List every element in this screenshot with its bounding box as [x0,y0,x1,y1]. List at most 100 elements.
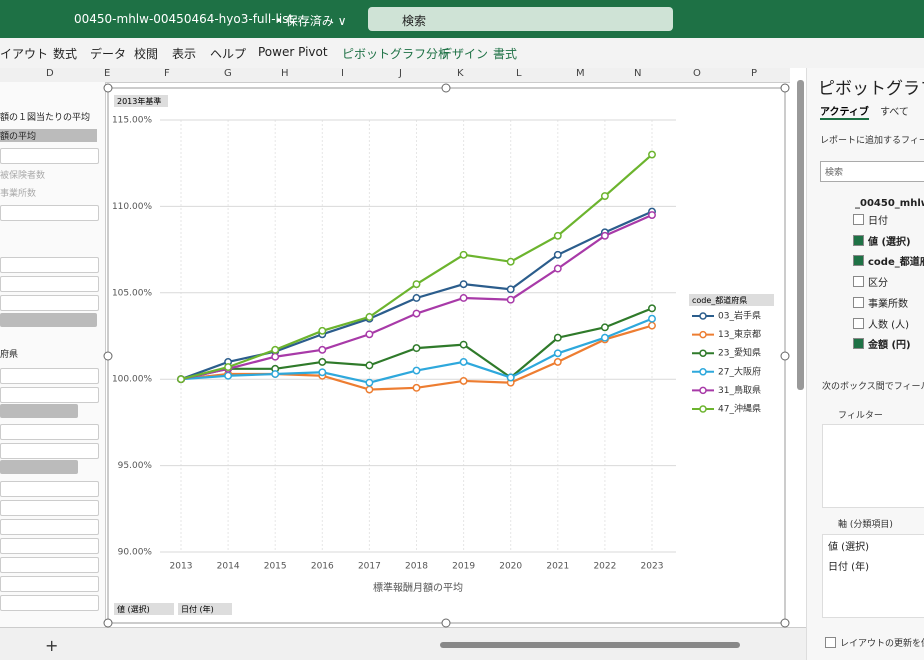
column-letter: D [46,68,54,79]
field-name[interactable]: code_都道府 [868,257,924,269]
legend-marker [699,405,707,413]
column-header [0,68,790,83]
ribbon-tab[interactable]: 数式 [53,47,78,61]
field-well-box [0,576,99,592]
field-checkbox[interactable] [853,296,864,308]
axis-field-button-label: 値 (選択) [117,604,150,614]
y-tick-label: 105.00% [112,288,152,298]
area-field[interactable]: 日付 (年) [828,562,869,573]
search-box[interactable] [368,7,673,31]
field-name[interactable]: 日付 [868,216,888,227]
field-checkbox[interactable] [853,276,864,288]
ribbon-tab[interactable]: デザイン [440,47,489,61]
file-name[interactable]: 00450-mhlw-00450464-hyo3-full-list··· [74,12,305,26]
field-name[interactable]: 金額 (円) [868,340,911,352]
point-marker [365,313,374,321]
resize-handle [780,83,790,93]
point-marker [459,294,468,302]
ribbon-tab[interactable]: Power Pivot [258,45,328,59]
h-scrollbar[interactable] [440,642,740,648]
pane-tab[interactable]: アクティブ [820,103,869,120]
point-marker [648,321,656,330]
legend-marker [699,330,707,339]
save-state[interactable]: • 保存済み ∨ [275,14,347,28]
x-tick-label: 2014 [217,562,240,572]
field-checkbox[interactable] [853,234,864,246]
legend-marker [699,349,707,357]
point-marker [459,376,468,385]
pane-search-box[interactable] [820,161,924,182]
field-checkbox[interactable] [853,214,864,225]
point-marker [459,250,468,259]
v-scrollbar[interactable] [797,80,804,390]
field-well-box [0,148,99,164]
point-marker [553,264,562,273]
area-field[interactable]: 値 (選択) [828,542,869,553]
point-marker [412,280,421,289]
field-name[interactable]: 値 (選択) [868,236,911,248]
left-pane [0,82,106,627]
ribbon-tab[interactable]: 校閲 [134,47,159,61]
point-marker [506,285,515,294]
point-marker [600,231,609,240]
field-name[interactable]: 区分 [868,278,888,290]
table-name: _00450_mhlw [855,198,924,209]
point-marker [459,280,468,289]
ribbon-tab[interactable]: イアウト [0,47,49,61]
point-marker [553,231,562,240]
plot-area [160,120,676,552]
point-marker [224,363,233,372]
legend-label: 23_愛知県 [718,347,761,359]
defer-checkbox[interactable] [825,637,836,648]
column-letter: F [164,68,170,79]
pane-prompt: レポートに追加するフィール [820,136,924,146]
field-checkbox[interactable] [853,338,864,350]
add-sheet[interactable]: + [45,636,59,655]
resize-handle [103,83,113,93]
field-name[interactable]: 人数 (人) [868,319,909,331]
point-marker [553,349,562,358]
field-well-box [0,519,99,535]
legend-label: 31_鳥取県 [718,384,761,396]
point-marker [365,378,374,387]
ribbon-tab[interactable]: 表示 [172,47,197,61]
point-marker [459,357,468,366]
field-checkbox[interactable] [853,317,864,329]
point-marker [459,340,468,349]
point-marker [271,345,280,354]
pane-search-text: 検索 [825,168,844,178]
legend-marker [699,368,707,376]
field-well-box [0,500,99,516]
field-well-box [0,387,99,403]
point-marker [177,375,185,384]
point-marker [318,326,327,335]
field-well-box [0,424,99,440]
field-name[interactable]: 事業所数 [868,298,908,310]
x-tick-label: 2016 [311,562,334,572]
field-well-box [0,295,99,311]
y-tick-label: 110.00% [112,202,152,212]
ribbon-tab[interactable]: ピボットグラフ分析 [342,47,451,61]
point-marker [271,352,280,361]
field-well-box [0,557,99,573]
point-marker [318,345,327,354]
field-well-box [0,368,99,384]
field-well-item: 府県 [0,350,19,360]
point-marker [365,385,374,394]
column-letter: N [634,68,642,79]
ribbon-tab[interactable]: ヘルプ [210,47,247,61]
point-marker [600,192,609,200]
ribbon-tab[interactable]: データ [90,47,127,61]
column-letter: L [516,68,522,79]
legend-label: 03_岩手県 [718,310,761,322]
field-well-box [0,257,99,273]
legend-marker [699,386,707,395]
ribbon-tab[interactable]: 書式 [493,47,518,61]
field-checkbox[interactable] [853,255,864,267]
x-tick-label: 2019 [452,562,475,572]
column-letter: G [224,68,232,79]
area-box [822,424,924,508]
pane-tab[interactable]: すべて [880,107,909,118]
resize-handle [103,351,113,361]
